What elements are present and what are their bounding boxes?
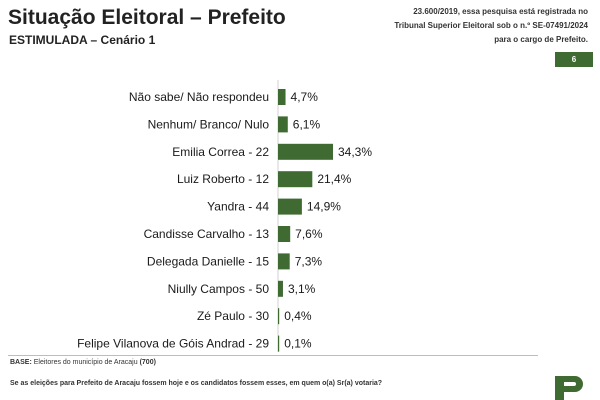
category-label: Emilia Correa - 22 — [172, 145, 269, 159]
footer-divider — [8, 355, 538, 356]
company-logo-icon — [555, 376, 583, 400]
bar — [278, 335, 280, 352]
bar — [278, 280, 283, 297]
data-label: 7,6% — [295, 227, 323, 241]
bar — [278, 89, 286, 105]
category-label: Candisse Carvalho - 13 — [144, 227, 270, 241]
survey-question: Se as eleições para Prefeito de Aracaju … — [10, 380, 383, 387]
data-label: 7,3% — [295, 254, 323, 268]
page-subtitle: ESTIMULADA – Cenário 1 — [9, 33, 156, 47]
data-label: 14,9% — [307, 200, 341, 214]
base-label: BASE: — [10, 359, 32, 366]
bar — [278, 226, 291, 242]
bar — [278, 116, 288, 133]
registration-note: 23.600/2019, essa pesquisa está registra… — [394, 7, 588, 44]
category-label: Luiz Roberto - 12 — [177, 172, 269, 186]
bar — [278, 171, 313, 188]
base-count: (700) — [139, 359, 156, 366]
data-label: 0,4% — [284, 309, 312, 323]
page-title: Situação Eleitoral – Prefeito — [8, 6, 286, 29]
bar — [278, 198, 302, 215]
bar-chart: Não sabe/ Não respondeu 4,7% Nenhum/ Branc… — [77, 80, 372, 352]
data-label: 6,1% — [293, 117, 321, 131]
category-label: Yandra - 44 — [207, 200, 269, 214]
data-label: 3,1% — [288, 282, 316, 296]
data-label: 4,7% — [291, 90, 319, 104]
bar — [278, 253, 290, 270]
category-label: Felipe Vilanova de Góis Andrad - 29 — [77, 337, 269, 351]
category-label: Delegada Danielle - 15 — [147, 254, 269, 268]
page-number-badge: 6 — [555, 52, 593, 67]
category-label: Zé Paulo - 30 — [197, 309, 269, 323]
data-label: 0,1% — [284, 337, 312, 351]
category-label: Não sabe/ Não respondeu — [129, 90, 269, 104]
category-label: Niully Campos - 50 — [168, 282, 270, 296]
base-note: BASE: Eleitores do município de Aracaju … — [10, 359, 156, 366]
data-label: 21,4% — [317, 172, 351, 186]
data-label: 34,3% — [338, 145, 372, 159]
base-text: Eleitores do município de Aracaju — [31, 359, 140, 366]
category-label: Nenhum/ Branco/ Nulo — [148, 117, 270, 131]
bar — [278, 308, 280, 325]
bar — [278, 143, 333, 160]
